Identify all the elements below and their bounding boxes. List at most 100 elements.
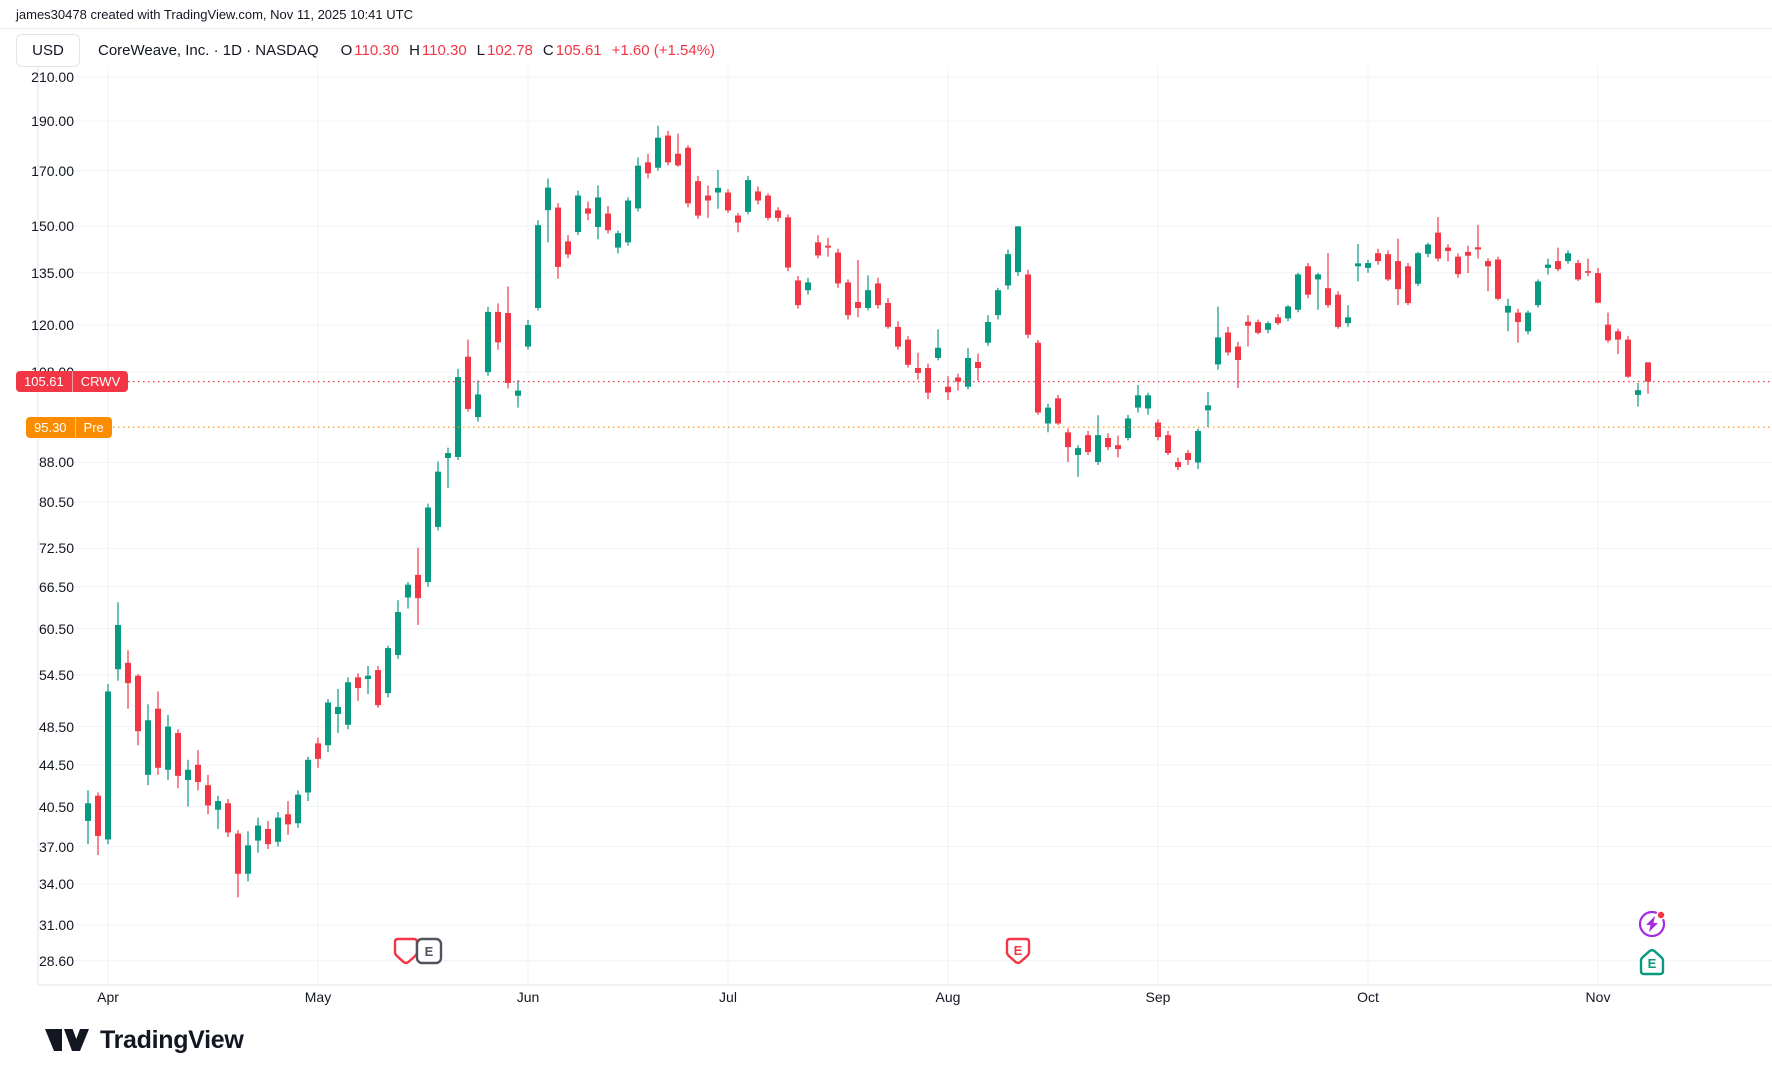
currency-button[interactable]: USD [16, 33, 80, 67]
candle-down[interactable] [1055, 398, 1061, 424]
candle-up[interactable] [85, 803, 91, 821]
candle-down[interactable] [315, 743, 321, 759]
candle-up[interactable] [1215, 337, 1221, 365]
candle-down[interactable] [1395, 261, 1401, 290]
candle-up[interactable] [1535, 281, 1541, 306]
candle-up[interactable] [805, 282, 811, 291]
candle-up[interactable] [405, 584, 411, 598]
candle-down[interactable] [1175, 461, 1181, 468]
candle-down[interactable] [785, 217, 791, 268]
candle-down[interactable] [1495, 259, 1501, 299]
candle-down[interactable] [1155, 422, 1161, 438]
candle-up[interactable] [305, 759, 311, 793]
candle-down[interactable] [155, 708, 161, 768]
candle-down[interactable] [1605, 324, 1611, 341]
candle-down[interactable] [905, 339, 911, 365]
candle-down[interactable] [1455, 256, 1461, 275]
candle-down[interactable] [825, 245, 831, 248]
earnings-marker-aug-icon[interactable]: E [1005, 937, 1031, 965]
candle-down[interactable] [725, 192, 731, 211]
candle-up[interactable] [1045, 407, 1051, 424]
candle-up[interactable] [1345, 317, 1351, 324]
candle-up[interactable] [985, 322, 991, 343]
candle-down[interactable] [685, 147, 691, 204]
candle-up[interactable] [145, 720, 151, 775]
candle-down[interactable] [1105, 437, 1111, 448]
candle-down[interactable] [845, 282, 851, 316]
candle-down[interactable] [175, 733, 181, 776]
candle-down[interactable] [1245, 321, 1251, 326]
candle-down[interactable] [755, 191, 761, 201]
candle-up[interactable] [295, 794, 301, 824]
candle-up[interactable] [365, 675, 371, 679]
candle-up[interactable] [715, 187, 721, 193]
candle-up[interactable] [245, 845, 251, 874]
candle-up[interactable] [1145, 395, 1151, 409]
candle-up[interactable] [435, 471, 441, 527]
candle-down[interactable] [565, 241, 571, 255]
candle-down[interactable] [415, 574, 421, 599]
candle-down[interactable] [285, 814, 291, 825]
candle-down[interactable] [495, 311, 501, 343]
candle-down[interactable] [915, 368, 921, 373]
candle-up[interactable] [635, 165, 641, 209]
candle-down[interactable] [585, 208, 591, 214]
candle-down[interactable] [95, 795, 101, 836]
candle-up[interactable] [475, 394, 481, 418]
candle-up[interactable] [185, 769, 191, 780]
candle-down[interactable] [735, 215, 741, 223]
candle-down[interactable] [605, 213, 611, 231]
candle-up[interactable] [615, 233, 621, 248]
candle-up[interactable] [1505, 305, 1511, 313]
candle-up[interactable] [425, 507, 431, 583]
candle-down[interactable] [125, 662, 131, 684]
candle-down[interactable] [205, 785, 211, 806]
candle-up[interactable] [1015, 226, 1021, 273]
candle-down[interactable] [1625, 339, 1631, 377]
candle-down[interactable] [265, 828, 271, 845]
candle-up[interactable] [325, 702, 331, 746]
candle-down[interactable] [1465, 251, 1471, 256]
candle-up[interactable] [105, 691, 111, 840]
candle-down[interactable] [375, 670, 381, 706]
candle-down[interactable] [1275, 317, 1281, 324]
candle-up[interactable] [535, 225, 541, 308]
candle-up[interactable] [1365, 263, 1371, 268]
candle-up[interactable] [935, 347, 941, 358]
candle-down[interactable] [1225, 332, 1231, 353]
candle-up[interactable] [1195, 430, 1201, 463]
candle-down[interactable] [1595, 273, 1601, 303]
candle-up[interactable] [485, 311, 491, 373]
candle-down[interactable] [975, 361, 981, 369]
candle-down[interactable] [895, 326, 901, 347]
candle-up[interactable] [255, 825, 261, 841]
candle-up[interactable] [115, 624, 121, 670]
candle-down[interactable] [1445, 247, 1451, 252]
candle-down[interactable] [795, 280, 801, 306]
catalyst-lightning-icon[interactable] [1638, 910, 1666, 938]
candle-down[interactable] [1165, 435, 1171, 454]
candle-up[interactable] [1415, 253, 1421, 284]
candle-up[interactable] [1125, 418, 1131, 438]
candle-up[interactable] [1315, 274, 1321, 280]
candle-down[interactable] [775, 210, 781, 218]
candle-up[interactable] [995, 290, 1001, 316]
candle-down[interactable] [1025, 274, 1031, 335]
candle-up[interactable] [1095, 435, 1101, 462]
candle-up[interactable] [1135, 395, 1141, 408]
candle-down[interactable] [465, 356, 471, 409]
candle-down[interactable] [885, 303, 891, 327]
candle-down[interactable] [695, 181, 701, 216]
candle-up[interactable] [1635, 390, 1641, 395]
candle-up[interactable] [1355, 263, 1361, 267]
candle-down[interactable] [1575, 263, 1581, 280]
candle-down[interactable] [945, 386, 951, 393]
candle-up[interactable] [965, 357, 971, 387]
candle-down[interactable] [925, 368, 931, 393]
candle-down[interactable] [665, 135, 671, 163]
candle-down[interactable] [1385, 254, 1391, 280]
earnings-marker-may-icon[interactable]: E [393, 937, 443, 965]
candle-down[interactable] [1555, 261, 1561, 270]
candle-down[interactable] [1645, 362, 1651, 382]
candle-down[interactable] [645, 162, 651, 174]
